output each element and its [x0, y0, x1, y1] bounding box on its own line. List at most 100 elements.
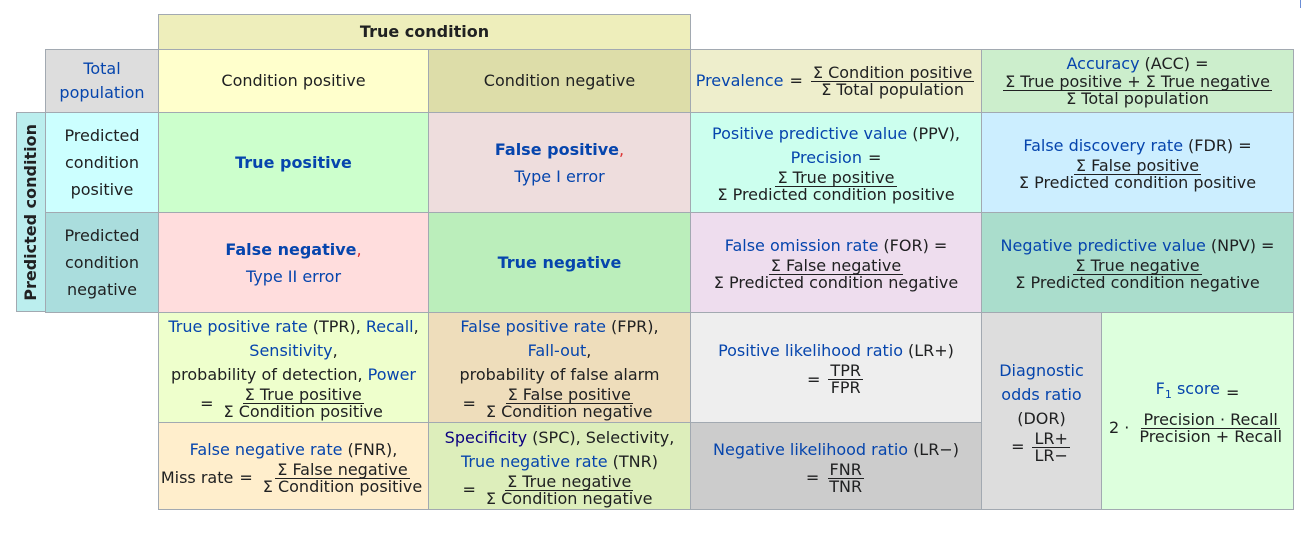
false-negative-cell: False negative , Type II error	[158, 212, 429, 313]
odds-ratio-link[interactable]: odds ratio	[1001, 384, 1082, 404]
fpr-cell: False positive rate (FPR), Fall-out , pr…	[428, 312, 691, 423]
predicted-condition-header: Predicted condition	[16, 112, 46, 312]
prevalence-link[interactable]: Prevalence	[695, 71, 784, 90]
fdr-abbr: (FDR) =	[1188, 136, 1252, 155]
fall-out-link[interactable]: Fall-out	[527, 341, 587, 360]
fpr-abbr: (FPR),	[611, 317, 659, 336]
dor-denominator: LR−	[1034, 445, 1068, 465]
lr-negative-fraction: FNR TNR	[827, 461, 864, 496]
fpr-equals: =	[462, 393, 476, 413]
f1-score-link[interactable]: F1 score	[1156, 377, 1220, 407]
npv-cell: Negative predictive value (NPV) = Σ True…	[981, 212, 1294, 313]
prevalence-cell: Prevalence = Σ Condition positive Σ Tota…	[690, 49, 982, 113]
dor-numerator: LR+	[1032, 428, 1070, 448]
false-positive-link[interactable]: False positive	[494, 139, 619, 159]
for-link[interactable]: False omission rate	[724, 236, 879, 255]
lr-negative-equals: =	[805, 468, 820, 487]
fpr-numerator: Σ False positive	[505, 385, 633, 404]
fpr-link[interactable]: False positive rate	[460, 317, 607, 336]
for-cell: False omission rate (FOR) = Σ False nega…	[690, 212, 982, 313]
tpr-numerator: Σ True positive	[242, 385, 364, 404]
total-population-cell[interactable]: Total population	[45, 49, 159, 113]
tnr-abbr: (TNR)	[612, 451, 658, 471]
condition-positive-header: Condition positive	[158, 49, 429, 113]
type-i-error-link[interactable]: Type I error	[514, 166, 605, 186]
f1-score-cell: F1 score = 2 · Precision · Recall Precis…	[1101, 312, 1294, 510]
recall-link[interactable]: Recall	[365, 317, 414, 336]
predicted-condition-negative-label: Predicted condition negative	[64, 226, 140, 299]
f1-fraction: Precision · Recall Precision + Recall	[1137, 409, 1284, 445]
for-numerator: Σ False negative	[768, 256, 904, 275]
npv-numerator: Σ True negative	[1073, 256, 1202, 275]
npv-fraction: Σ True negative Σ Predicted condition ne…	[1013, 258, 1261, 291]
false-negative-comma: ,	[356, 239, 362, 259]
accuracy-link[interactable]: Accuracy	[1066, 53, 1140, 73]
f1-subscript: 1	[1164, 388, 1172, 402]
fpr-fraction: Σ False positive Σ Condition negative	[484, 387, 655, 420]
fnr-fraction: Σ False negative Σ Condition positive	[261, 459, 424, 495]
predicted-condition-positive-label: Predicted condition positive	[64, 126, 140, 199]
tnr-link[interactable]: True negative rate	[461, 451, 608, 471]
f1-name: F	[1155, 379, 1165, 399]
sensitivity-link[interactable]: Sensitivity	[249, 341, 333, 360]
f1-numerator: Precision · Recall	[1141, 409, 1280, 429]
probability-of-detection: probability of detection,	[171, 365, 363, 384]
true-positive-link[interactable]: True positive	[235, 152, 352, 172]
diagnostic-link[interactable]: Diagnostic	[999, 360, 1084, 380]
prevalence-denominator: Σ Total population	[821, 79, 964, 99]
accuracy-numerator: Σ True positive + Σ True negative	[1003, 71, 1272, 91]
false-positive-cell: False positive , Type I error	[428, 112, 691, 213]
ppv-link[interactable]: Positive predictive value	[711, 124, 908, 143]
lr-positive-link[interactable]: Positive likelihood ratio	[718, 341, 903, 360]
true-condition-label: True condition	[359, 22, 490, 41]
lr-positive-fraction: TPR FPR	[828, 363, 863, 396]
predicted-condition-negative-header: Predicted condition negative	[45, 212, 159, 313]
npv-link[interactable]: Negative predictive value	[1000, 236, 1206, 255]
precision-link[interactable]: Precision	[790, 148, 862, 167]
condition-positive-label: Condition positive	[221, 71, 366, 90]
npv-abbr: (NPV) =	[1210, 236, 1275, 255]
condition-negative-label: Condition negative	[483, 71, 636, 90]
dor-abbr: (DOR)	[1017, 408, 1066, 428]
tnr-fraction: Σ True negative Σ Condition negative	[484, 473, 655, 507]
lr-negative-link[interactable]: Negative likelihood ratio	[713, 439, 909, 459]
specificity-abbr: (SPC), Selectivity,	[532, 427, 675, 447]
miss-rate-label: Miss rate	[160, 468, 234, 487]
tpr-fraction: Σ True positive Σ Condition positive	[222, 387, 385, 420]
fdr-denominator: Σ Predicted condition positive	[1018, 173, 1257, 192]
for-abbr: (FOR) =	[883, 236, 948, 255]
fnr-link[interactable]: False negative rate	[189, 439, 343, 459]
tpr-comma2: ,	[332, 341, 338, 360]
predicted-condition-positive-header: Predicted condition positive	[45, 112, 159, 213]
fdr-numerator: Σ False positive	[1073, 156, 1202, 175]
fdr-link[interactable]: False discovery rate	[1023, 136, 1184, 155]
true-negative-link[interactable]: True negative	[497, 252, 622, 272]
lr-negative-cell: Negative likelihood ratio (LR−) = FNR TN…	[690, 422, 982, 510]
fnr-cell: False negative rate (FNR), Miss rate = Σ…	[158, 422, 429, 510]
type-ii-error-link[interactable]: Type II error	[245, 266, 342, 286]
dor-fraction: LR+ LR−	[1032, 428, 1070, 465]
f1-equals: =	[1225, 382, 1240, 402]
fnr-numerator: Σ False negative	[275, 459, 410, 479]
fpr-comma: ,	[586, 341, 592, 360]
fdr-fraction: Σ False positive Σ Predicted condition p…	[1017, 158, 1258, 191]
tpr-abbr: (TPR),	[312, 317, 361, 336]
for-denominator: Σ Predicted condition negative	[713, 273, 959, 292]
lr-positive-denominator: FPR	[830, 378, 861, 397]
true-negative-cell: True negative	[428, 212, 691, 313]
false-positive-comma: ,	[619, 139, 625, 159]
true-positive-cell: True positive	[158, 112, 429, 213]
specificity-link[interactable]: Specificity	[444, 427, 528, 447]
power-link[interactable]: Power	[367, 365, 416, 384]
tpr-comma1: ,	[413, 317, 419, 336]
tpr-link[interactable]: True positive rate	[168, 317, 308, 336]
total-population-link[interactable]: Total population	[59, 59, 145, 102]
lr-negative-abbr: (LR−)	[913, 439, 959, 459]
lr-negative-denominator: TNR	[829, 476, 863, 496]
fnr-abbr: (FNR),	[347, 439, 398, 459]
tpr-equals: =	[200, 393, 214, 413]
false-negative-link[interactable]: False negative	[225, 239, 357, 259]
predicted-condition-label: Predicted condition	[21, 123, 40, 301]
ppv-cell: Positive predictive value (PPV), Precisi…	[690, 112, 982, 213]
prevalence-fraction: Σ Condition positive Σ Total population	[810, 64, 975, 99]
